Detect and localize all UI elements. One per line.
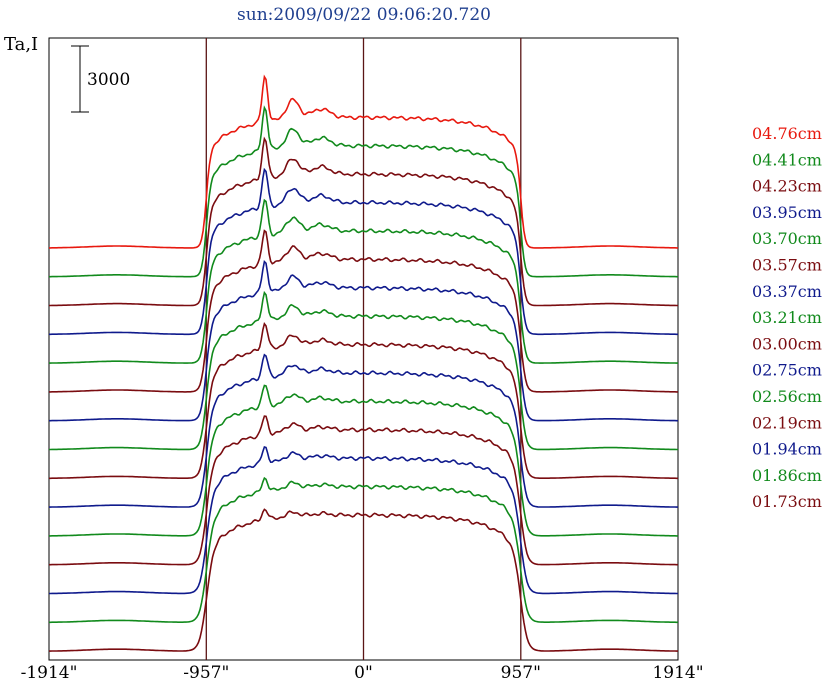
legend-entry: 02.56cm: [752, 387, 822, 406]
legend-entry: 03.00cm: [752, 334, 822, 353]
x-tick-label: 0": [354, 663, 373, 682]
series-line: [49, 167, 678, 336]
legend-entry: 03.57cm: [752, 256, 822, 275]
legend-entry: 01.86cm: [752, 466, 822, 485]
series-line: [49, 353, 678, 508]
y-axis-label: Ta,I: [4, 34, 38, 55]
legend-entry: 02.75cm: [752, 361, 822, 380]
series-line: [49, 198, 678, 364]
scale-bar-label: 3000: [87, 70, 130, 90]
scale-bar: 3000: [71, 45, 130, 113]
series-line: [49, 229, 678, 393]
chart-title: sun:2009/09/22 09:06:20.720: [237, 5, 491, 25]
series-line: [49, 105, 678, 278]
legend-entry: 01.94cm: [752, 440, 822, 459]
legend-entry: 03.21cm: [752, 308, 822, 327]
legend-entry: 04.41cm: [752, 150, 822, 169]
legend-entry: 03.70cm: [752, 229, 822, 248]
x-tick-label: -957": [183, 663, 229, 682]
series-line: [49, 74, 678, 249]
series-line: [49, 384, 678, 537]
x-tick-label: 957": [501, 663, 541, 682]
series-line: [49, 508, 678, 652]
series-line: [49, 446, 678, 595]
legend-entry: 04.23cm: [752, 177, 822, 196]
series-line: [49, 136, 678, 307]
x-tick-labels: -1914" -957" 0" 957" 1914": [21, 663, 704, 682]
legend-entry: 04.76cm: [752, 124, 822, 143]
series-line: [49, 322, 678, 480]
limb-marker-lines: [205, 38, 522, 660]
series-line: [49, 259, 678, 422]
series-line: [49, 476, 678, 624]
legend-entry: 03.95cm: [752, 203, 822, 222]
legend-entry: 03.37cm: [752, 282, 822, 301]
series-line: [49, 290, 678, 451]
legend-entry: 01.73cm: [752, 492, 822, 511]
legend-entry: 02.19cm: [752, 413, 822, 432]
series-lines: [49, 74, 678, 652]
legend: 04.76cm 04.41cm 04.23cm 03.95cm 03.70cm 03.57…: [752, 124, 822, 511]
x-tick-label: 1914": [652, 663, 703, 682]
x-tick-label: -1914": [21, 663, 78, 682]
series-line: [49, 415, 678, 566]
